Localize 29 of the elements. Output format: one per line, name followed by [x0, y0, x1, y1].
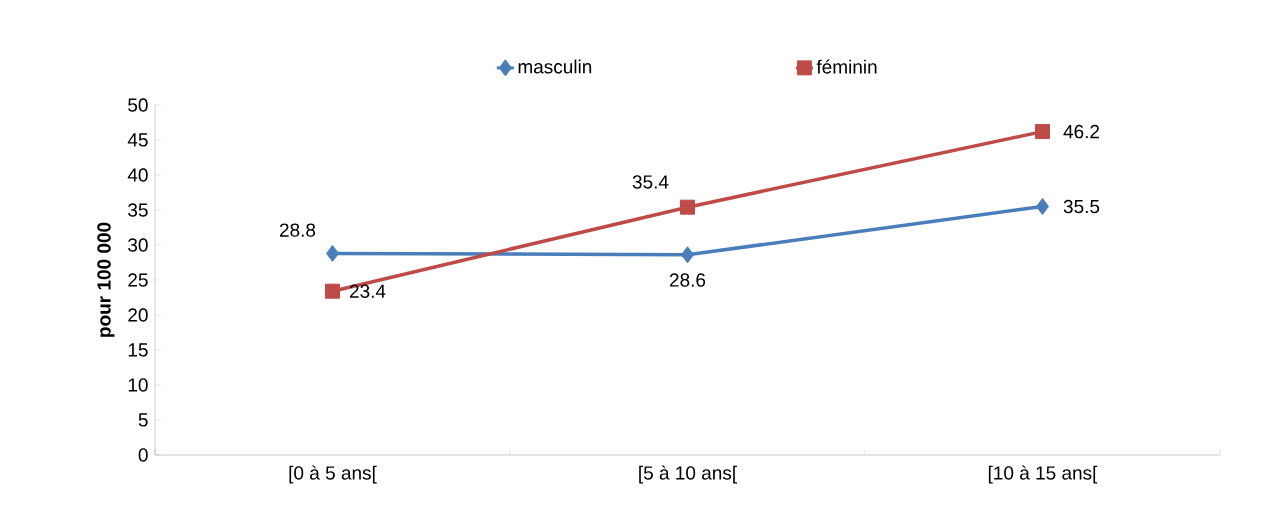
x-tick-label: [10 à 15 ans[: [988, 465, 1098, 484]
y-tick-label: 10: [128, 378, 148, 392]
legend-label: masculin: [518, 59, 592, 74]
y-tick-label: 20: [128, 308, 148, 322]
y-tick-label: 45: [127, 133, 148, 147]
y-tick-label: 30: [128, 238, 148, 252]
data-label: 28.8: [279, 223, 316, 237]
y-tick-label: 40: [127, 168, 148, 182]
data-label: 46.2: [1063, 124, 1100, 139]
y-axis-title: pour 100 000: [97, 222, 115, 337]
x-tick-label: [0 à 5 ans[: [289, 465, 377, 484]
y-tick-label: 50: [128, 98, 148, 112]
y-tick-label: 15: [128, 343, 148, 357]
point: [680, 199, 695, 215]
point: [681, 246, 694, 264]
x-tick-label: [5 à 10 ans[: [639, 465, 737, 484]
point: [1034, 124, 1050, 140]
data-label: 35.4: [632, 175, 669, 189]
legend-label: féminin: [816, 59, 877, 74]
point: [325, 283, 341, 299]
y-tick-label: 25: [128, 273, 148, 287]
data-label: 28.6: [669, 273, 706, 287]
y-tick-label: 0: [138, 448, 148, 462]
point: [1035, 197, 1049, 215]
y-tick-label: 5: [138, 413, 148, 427]
data-label: 35.5: [1063, 199, 1100, 214]
y-tick-label: 35: [128, 203, 148, 217]
point: [326, 244, 340, 262]
data-label: 23.4: [350, 284, 386, 298]
